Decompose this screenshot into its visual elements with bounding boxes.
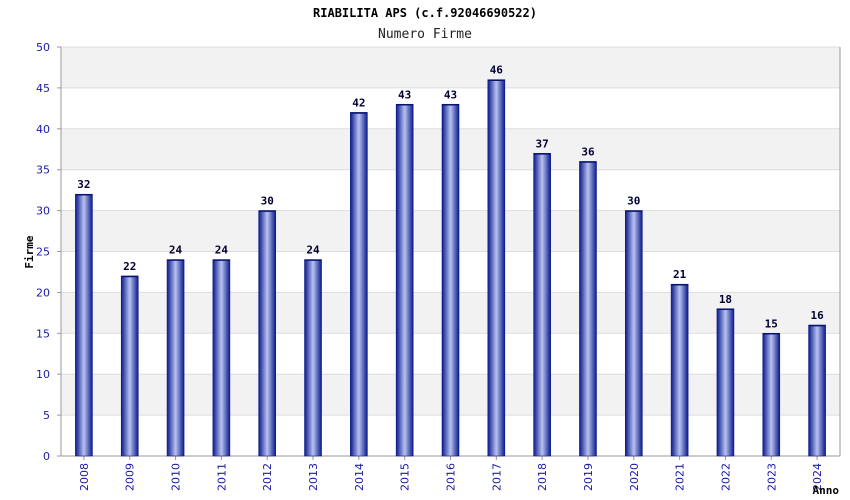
data-label-2017: 46 xyxy=(490,64,504,77)
data-label-2018: 37 xyxy=(536,137,549,150)
bar-2012 xyxy=(258,210,277,457)
x-tick-label-2018: 2018 xyxy=(536,463,549,491)
bar-2017 xyxy=(487,79,506,457)
bars xyxy=(75,79,826,457)
y-tick-label: 30 xyxy=(36,205,50,218)
data-label-2011: 24 xyxy=(215,244,229,257)
bar-2019 xyxy=(579,161,597,457)
x-tick-label-2023: 2023 xyxy=(765,463,778,491)
data-label-2022: 18 xyxy=(719,293,732,306)
x-tick-label-2014: 2014 xyxy=(353,463,366,491)
y-tick-label: 50 xyxy=(36,41,50,54)
y-tick-label: 0 xyxy=(43,450,50,463)
x-tick-labels: 2008 2009 2010 2011 2012 2013 2014 2015 2016 2017… xyxy=(78,463,824,491)
data-label-2024: 16 xyxy=(810,309,824,322)
x-tick-label-2016: 2016 xyxy=(445,463,458,491)
bar-2008 xyxy=(75,193,93,457)
bar-2021 xyxy=(670,283,689,457)
x-tick-label-2019: 2019 xyxy=(582,463,595,491)
bar-2016 xyxy=(441,103,460,457)
x-tick-label-2010: 2010 xyxy=(170,463,183,491)
data-label-2015: 43 xyxy=(398,88,411,101)
x-tick-label-2021: 2021 xyxy=(674,463,687,491)
x-axis-label: Anno xyxy=(813,484,840,497)
y-tick-label: 10 xyxy=(36,368,50,381)
bar-2015 xyxy=(395,103,414,457)
bar-2023 xyxy=(762,332,781,457)
data-label-2023: 15 xyxy=(765,317,778,330)
data-label-2013: 24 xyxy=(306,244,320,257)
data-label-2016: 43 xyxy=(444,88,457,101)
x-tick-label-2022: 2022 xyxy=(719,463,732,491)
x-tick-label-2015: 2015 xyxy=(399,463,412,491)
bar-2024 xyxy=(808,324,826,457)
y-tick-label: 35 xyxy=(36,164,50,177)
y-tick-label: 40 xyxy=(36,123,50,136)
data-label-2009: 22 xyxy=(123,260,136,273)
y-tick-labels: 0 5 10 15 20 25 30 35 40 45 50 xyxy=(36,41,50,463)
data-label-2019: 36 xyxy=(581,146,595,159)
y-tick-label: 25 xyxy=(36,246,50,259)
x-tick-label-2011: 2011 xyxy=(215,463,228,491)
x-tick-label-2009: 2009 xyxy=(124,463,137,491)
y-tick-label: 45 xyxy=(36,82,50,95)
chart-subtitle: Numero Firme xyxy=(378,27,472,42)
bar-2011 xyxy=(212,259,231,457)
data-label-2021: 21 xyxy=(673,268,687,281)
bar-2018 xyxy=(533,153,551,457)
data-label-2020: 30 xyxy=(627,195,640,208)
x-tick-label-2020: 2020 xyxy=(628,463,641,491)
y-axis-label: Firme xyxy=(23,235,36,268)
grid-band xyxy=(61,47,840,88)
x-tick-label-2017: 2017 xyxy=(490,463,503,491)
x-tick-label-2008: 2008 xyxy=(78,463,91,491)
data-labels: 32 22 24 24 30 24 42 43 43 46 37 36 30 21 18 15 16 xyxy=(77,64,824,331)
bar-2022 xyxy=(716,308,735,457)
data-label-2008: 32 xyxy=(77,178,90,191)
bar-2009 xyxy=(120,275,139,457)
bar-2013 xyxy=(304,259,322,457)
y-tick-label: 5 xyxy=(43,409,50,422)
bar-2014 xyxy=(350,112,368,457)
y-tick-label: 15 xyxy=(36,327,50,340)
x-tick-label-2012: 2012 xyxy=(261,463,274,491)
bar-2010 xyxy=(166,259,185,457)
x-tick-label-2024: 2024 xyxy=(811,463,824,491)
data-label-2010: 24 xyxy=(169,244,183,257)
y-tick-label: 20 xyxy=(36,286,50,299)
data-label-2014: 42 xyxy=(352,96,365,109)
chart-title: RIABILITA APS (c.f.92046690522) xyxy=(313,6,537,20)
x-tick-label-2013: 2013 xyxy=(307,463,320,491)
data-label-2012: 30 xyxy=(261,195,274,208)
bar-2020 xyxy=(624,210,643,457)
